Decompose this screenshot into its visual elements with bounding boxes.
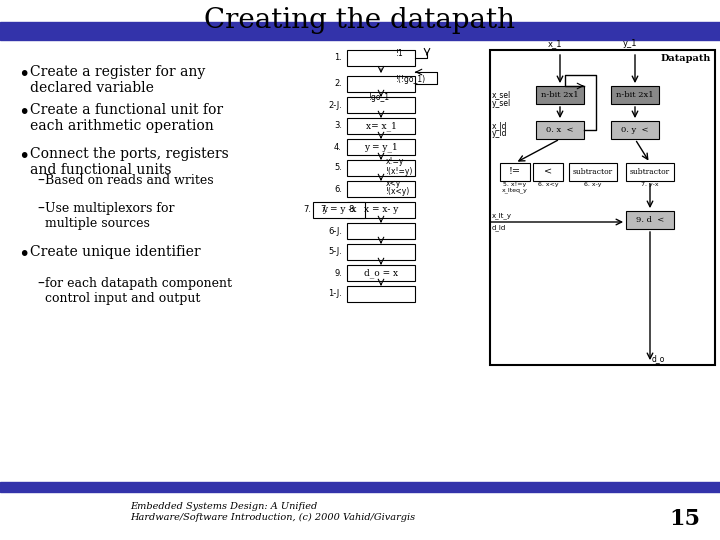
Text: Datapath: Datapath <box>661 54 711 63</box>
Text: d_o = x: d_o = x <box>364 268 398 278</box>
FancyBboxPatch shape <box>611 121 659 139</box>
Text: 6-J.: 6-J. <box>328 226 342 235</box>
Text: Create unique identifier: Create unique identifier <box>30 245 201 259</box>
Text: !(!go_1): !(!go_1) <box>396 76 426 84</box>
Text: d_ld: d_ld <box>492 225 506 231</box>
FancyBboxPatch shape <box>347 97 415 113</box>
FancyBboxPatch shape <box>611 86 659 104</box>
Text: 0. x  <: 0. x < <box>546 126 574 134</box>
FancyBboxPatch shape <box>347 50 415 66</box>
Text: y = y -x: y = y -x <box>322 206 356 214</box>
Text: •: • <box>18 65 30 84</box>
FancyBboxPatch shape <box>569 163 617 181</box>
FancyBboxPatch shape <box>347 118 415 134</box>
Bar <box>0 22 720 40</box>
Text: 1-J.: 1-J. <box>328 289 342 299</box>
FancyBboxPatch shape <box>347 160 415 176</box>
Text: Creating the datapath: Creating the datapath <box>204 8 516 35</box>
Text: 5. x!=y
x_lteq_y: 5. x!=y x_lteq_y <box>502 182 528 193</box>
Text: <: < <box>544 167 552 177</box>
FancyBboxPatch shape <box>347 223 415 239</box>
Text: 2.: 2. <box>334 79 342 89</box>
Text: –: – <box>37 277 44 291</box>
FancyBboxPatch shape <box>313 202 365 218</box>
Text: y_1: y_1 <box>623 39 637 48</box>
Text: Embedded Systems Design: A Unified
Hardware/Software Introduction, (c) 2000 Vahi: Embedded Systems Design: A Unified Hardw… <box>130 502 415 522</box>
FancyBboxPatch shape <box>347 202 415 218</box>
Text: 7.: 7. <box>303 206 311 214</box>
Text: !(x!=y): !(x!=y) <box>386 167 413 177</box>
Text: 9. d  <: 9. d < <box>636 216 664 224</box>
Text: y_sel: y_sel <box>492 98 511 107</box>
Text: •: • <box>18 245 30 264</box>
Text: !1: !1 <box>396 49 404 57</box>
Text: x_1: x_1 <box>548 39 562 48</box>
Text: x_lt_y: x_lt_y <box>492 213 512 219</box>
Text: 6. x-y: 6. x-y <box>584 182 602 187</box>
Text: Create a register for any
declared variable: Create a register for any declared varia… <box>30 65 205 95</box>
Text: x<y: x<y <box>386 179 401 188</box>
Text: •: • <box>18 147 30 166</box>
Text: 2-J.: 2-J. <box>328 100 342 110</box>
Text: y_ld: y_ld <box>492 130 508 138</box>
Text: subtractor: subtractor <box>630 168 670 176</box>
Text: 9.: 9. <box>334 268 342 278</box>
Text: 1.: 1. <box>334 53 342 63</box>
Text: subtractor: subtractor <box>573 168 613 176</box>
Text: n-bit 2x1: n-bit 2x1 <box>541 91 579 99</box>
Text: Connect the ports, registers
and functional units: Connect the ports, registers and functio… <box>30 147 229 177</box>
Text: y = y_1: y = y_1 <box>364 142 398 152</box>
Text: •: • <box>18 103 30 122</box>
Text: 4.: 4. <box>334 143 342 152</box>
Bar <box>0 482 720 492</box>
FancyBboxPatch shape <box>347 244 415 260</box>
Text: x= x_1: x= x_1 <box>366 121 397 131</box>
Text: 8.: 8. <box>348 206 356 214</box>
FancyBboxPatch shape <box>536 86 584 104</box>
Text: x_ld: x_ld <box>492 122 508 131</box>
FancyBboxPatch shape <box>347 265 415 281</box>
Text: 7. y-x: 7. y-x <box>642 182 659 187</box>
Text: x!=y: x!=y <box>386 158 405 166</box>
Text: d_o: d_o <box>652 354 665 363</box>
FancyBboxPatch shape <box>347 181 415 197</box>
Text: 6. x<y: 6. x<y <box>538 182 558 187</box>
Text: n-bit 2x1: n-bit 2x1 <box>616 91 654 99</box>
FancyBboxPatch shape <box>533 163 563 181</box>
FancyBboxPatch shape <box>347 139 415 155</box>
Text: x_sel: x_sel <box>492 91 511 99</box>
Text: Use multiplexors for
multiple sources: Use multiplexors for multiple sources <box>45 202 174 230</box>
Text: 15: 15 <box>669 508 700 530</box>
Text: 0. y  <: 0. y < <box>621 126 649 134</box>
Text: 5.: 5. <box>334 164 342 172</box>
Text: Based on reads and writes: Based on reads and writes <box>45 174 214 187</box>
FancyBboxPatch shape <box>347 76 415 92</box>
Text: 7.: 7. <box>320 206 328 214</box>
Text: !(x<y): !(x<y) <box>386 187 410 197</box>
FancyBboxPatch shape <box>626 211 674 229</box>
Bar <box>490 50 715 365</box>
Text: 5-J.: 5-J. <box>328 247 342 256</box>
FancyBboxPatch shape <box>347 286 415 302</box>
FancyBboxPatch shape <box>626 163 674 181</box>
Text: !go_1: !go_1 <box>369 93 390 102</box>
Text: !=: != <box>509 167 521 177</box>
Text: x = x- y: x = x- y <box>364 206 398 214</box>
FancyBboxPatch shape <box>536 121 584 139</box>
Text: –: – <box>37 174 44 188</box>
Text: 6.: 6. <box>334 185 342 193</box>
Text: 3.: 3. <box>334 122 342 131</box>
Text: for each datapath component
control input and output: for each datapath component control inpu… <box>45 277 232 305</box>
FancyBboxPatch shape <box>500 163 530 181</box>
Text: –: – <box>37 202 44 216</box>
Text: Create a functional unit for
each arithmetic operation: Create a functional unit for each arithm… <box>30 103 223 133</box>
